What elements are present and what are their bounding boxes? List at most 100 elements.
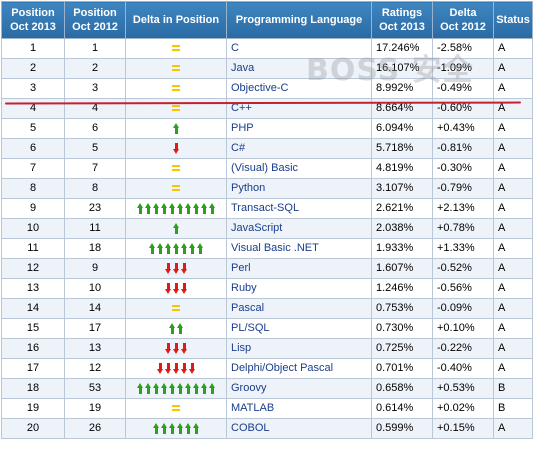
cell-position-2012: 53 <box>64 378 126 399</box>
cell-status: A <box>493 158 533 179</box>
arrow-up-icon <box>152 382 160 394</box>
no-change-icon <box>172 405 180 411</box>
table-row: 14 14 Pascal 0.753% -0.09% A <box>1 298 533 319</box>
cell-delta: -0.56% <box>432 278 494 299</box>
arrow-down-icon <box>164 262 172 274</box>
table-row: 9 23 Transact-SQL 2.621% +2.13% A <box>1 198 533 219</box>
cell-position-2013: 16 <box>1 338 65 359</box>
cell-language: C <box>226 38 372 59</box>
table-body: 1 1 C 17.246% -2.58% A 2 2 Java 16.107% -1.09% A 3 3 O… <box>1 38 533 439</box>
cell-status: A <box>493 298 533 319</box>
cell-position-2012: 23 <box>64 198 126 219</box>
no-change-icon <box>172 45 180 51</box>
header-line: Ratings <box>381 7 423 19</box>
header-status: Status <box>493 1 533 39</box>
cell-status: A <box>493 38 533 59</box>
tiobe-ranking-table: Position Oct 2013 Position Oct 2012 Delta … <box>1 1 533 439</box>
cell-delta-position <box>125 118 227 139</box>
table-row: 18 53 Groovy 0.658% +0.53% B <box>1 378 533 399</box>
cell-delta: +0.43% <box>432 118 494 139</box>
cell-position-2013: 14 <box>1 298 65 319</box>
cell-position-2012: 10 <box>64 278 126 299</box>
cell-position-2013: 11 <box>1 238 65 259</box>
cell-position-2013: 19 <box>1 398 65 419</box>
cell-rating: 0.599% <box>371 418 433 439</box>
cell-status: A <box>493 198 533 219</box>
cell-language: Pascal <box>226 298 372 319</box>
cell-language: Python <box>226 178 372 199</box>
cell-delta: +0.15% <box>432 418 494 439</box>
cell-delta: -0.22% <box>432 338 494 359</box>
cell-status: A <box>493 238 533 259</box>
cell-rating: 0.730% <box>371 318 433 339</box>
cell-language: Delphi/Object Pascal <box>226 358 372 379</box>
table-row: 15 17 PL/SQL 0.730% +0.10% A <box>1 318 533 339</box>
cell-delta: -0.09% <box>432 298 494 319</box>
cell-language: Ruby <box>226 278 372 299</box>
table-row: 17 12 Delphi/Object Pascal 0.701% -0.40% A <box>1 358 533 379</box>
cell-delta: +0.78% <box>432 218 494 239</box>
cell-status: A <box>493 358 533 379</box>
cell-status: A <box>493 318 533 339</box>
no-change-icon <box>172 65 180 71</box>
cell-position-2012: 1 <box>64 38 126 59</box>
cell-status: A <box>493 258 533 279</box>
arrow-up-icon <box>208 382 216 394</box>
arrow-up-icon <box>144 382 152 394</box>
arrow-up-icon <box>136 202 144 214</box>
cell-language: Transact-SQL <box>226 198 372 219</box>
cell-rating: 3.107% <box>371 178 433 199</box>
arrow-up-icon <box>156 242 164 254</box>
cell-delta: -0.30% <box>432 158 494 179</box>
cell-position-2013: 8 <box>1 178 65 199</box>
cell-status: A <box>493 218 533 239</box>
table-header: Position Oct 2013 Position Oct 2012 Delta … <box>1 1 533 39</box>
cell-delta-position <box>125 238 227 259</box>
arrow-down-icon <box>172 142 180 154</box>
cell-rating: 17.246% <box>371 38 433 59</box>
cell-delta: +0.02% <box>432 398 494 419</box>
no-change-icon <box>172 105 180 111</box>
header-position-2012: Position Oct 2012 <box>64 1 126 39</box>
cell-position-2012: 8 <box>64 178 126 199</box>
cell-rating: 0.658% <box>371 378 433 399</box>
cell-position-2013: 2 <box>1 58 65 79</box>
header-language: Programming Language <box>226 1 372 39</box>
cell-position-2012: 5 <box>64 138 126 159</box>
cell-delta: -2.58% <box>432 38 494 59</box>
arrow-down-icon <box>172 282 180 294</box>
cell-rating: 6.094% <box>371 118 433 139</box>
cell-delta: +0.53% <box>432 378 494 399</box>
cell-delta-position <box>125 258 227 279</box>
arrow-up-icon <box>176 202 184 214</box>
arrow-up-icon <box>208 202 216 214</box>
cell-position-2013: 12 <box>1 258 65 279</box>
cell-delta-position <box>125 218 227 239</box>
cell-delta-position <box>125 278 227 299</box>
arrow-up-icon <box>176 322 184 334</box>
arrow-up-icon <box>200 382 208 394</box>
arrow-down-icon <box>180 342 188 354</box>
table-row: 20 26 COBOL 0.599% +0.15% A <box>1 418 533 439</box>
cell-language: Objective-C <box>226 78 372 99</box>
arrow-up-icon <box>168 382 176 394</box>
cell-delta: -0.52% <box>432 258 494 279</box>
cell-position-2013: 5 <box>1 118 65 139</box>
arrow-down-icon <box>164 342 172 354</box>
arrow-down-icon <box>180 262 188 274</box>
table-row: 12 9 Perl 1.607% -0.52% A <box>1 258 533 279</box>
arrow-up-icon <box>172 122 180 134</box>
cell-delta-position <box>125 178 227 199</box>
cell-position-2013: 7 <box>1 158 65 179</box>
cell-status: A <box>493 138 533 159</box>
cell-language: Visual Basic .NET <box>226 238 372 259</box>
cell-status: B <box>493 398 533 419</box>
cell-language: MATLAB <box>226 398 372 419</box>
table-row: 2 2 Java 16.107% -1.09% A <box>1 58 533 79</box>
cell-status: A <box>493 78 533 99</box>
cell-status: A <box>493 338 533 359</box>
header-line: Oct 2013 <box>379 21 425 33</box>
cell-position-2013: 10 <box>1 218 65 239</box>
cell-delta-position <box>125 138 227 159</box>
arrow-down-icon <box>172 342 180 354</box>
